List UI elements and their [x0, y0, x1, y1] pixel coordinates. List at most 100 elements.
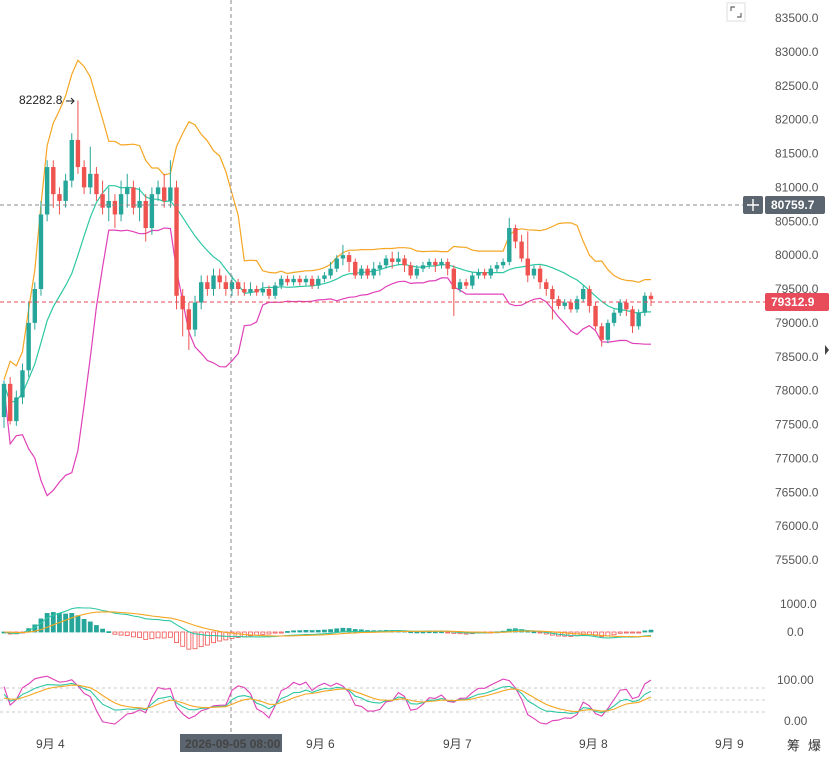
price-tick-label: 83500.0 — [775, 11, 819, 25]
fullscreen-icon[interactable] — [726, 2, 746, 22]
plus-icon[interactable] — [747, 199, 759, 211]
candle — [377, 261, 383, 276]
candle — [556, 295, 561, 310]
candle — [402, 255, 407, 273]
macd-bar — [617, 631, 623, 634]
candle — [192, 295, 198, 337]
macd-bar — [334, 628, 340, 633]
macd-bar — [174, 631, 179, 643]
candle — [433, 258, 438, 273]
candle — [390, 251, 395, 269]
candle — [88, 146, 93, 195]
candle — [118, 180, 124, 222]
macd-bar — [426, 631, 432, 634]
macd-bar — [211, 631, 216, 644]
macd-bar — [124, 631, 130, 636]
macd-bar — [266, 631, 272, 635]
macd-bar — [118, 631, 124, 636]
price-tick-label: 80500.0 — [775, 214, 819, 228]
candle — [14, 390, 19, 426]
candle — [75, 100, 81, 174]
macd-bar — [291, 630, 297, 633]
time-tick-label: 9月 9 — [715, 737, 744, 751]
candle — [568, 299, 574, 313]
candle — [38, 200, 44, 296]
candle — [531, 265, 537, 279]
macd-bar — [81, 619, 87, 633]
macd-bar — [568, 631, 574, 637]
candle — [463, 278, 469, 289]
candle — [414, 265, 420, 279]
candle — [20, 363, 25, 405]
macd-bar — [611, 631, 617, 636]
candle — [254, 285, 259, 296]
candle — [291, 275, 296, 286]
candle — [648, 292, 654, 306]
candle — [494, 261, 500, 273]
candle — [1, 380, 7, 428]
candle — [100, 180, 105, 215]
liquidation-label[interactable]: 爆 — [808, 739, 821, 754]
candle — [186, 302, 192, 350]
candle — [581, 285, 586, 303]
time-tick-label: 9月 6 — [306, 737, 335, 751]
candle — [112, 194, 118, 229]
candle — [26, 302, 31, 378]
last-price-badge: 79312.9 — [765, 293, 829, 311]
candle — [451, 265, 457, 317]
candle — [180, 289, 185, 337]
candle — [57, 187, 62, 215]
macd-bar — [346, 628, 352, 633]
macd-bar — [229, 631, 235, 639]
candle — [439, 258, 444, 269]
macd-bar — [297, 630, 303, 633]
candle — [500, 258, 506, 269]
macd-bar — [75, 615, 81, 633]
candle — [550, 285, 555, 320]
candle — [525, 231, 530, 283]
macd-bar — [87, 621, 93, 633]
collapse-handle-icon[interactable] — [825, 345, 829, 355]
candle — [513, 224, 518, 249]
macd-bar — [445, 631, 451, 634]
macd-bar — [94, 625, 99, 633]
macd-bar — [143, 631, 149, 640]
candle — [605, 319, 611, 344]
candle — [519, 234, 524, 262]
macd-bar — [180, 631, 186, 647]
candle — [242, 282, 247, 296]
macd-bar — [137, 631, 142, 638]
price-tick-label: 78500.0 — [775, 350, 819, 364]
candle — [383, 255, 389, 269]
time-tick-label: 9月 7 — [443, 737, 472, 751]
price-tick-label: 76000.0 — [775, 519, 819, 533]
candle — [426, 258, 432, 269]
price-tick-label: 80000.0 — [775, 248, 819, 262]
moving-average-line — [3, 185, 651, 404]
macd-bar — [38, 618, 44, 633]
macd-bar — [623, 631, 629, 634]
candle — [396, 251, 401, 266]
candle — [562, 299, 567, 310]
price-tick-label: 79500.0 — [775, 282, 819, 296]
macd-bar — [155, 631, 161, 639]
macd-bar — [235, 631, 241, 638]
candle — [309, 275, 315, 289]
chip-distribution-label[interactable]: 筹 — [787, 738, 800, 754]
macd-bar — [642, 630, 648, 633]
macd-bar — [420, 631, 426, 634]
price-tick-label: 78000.0 — [775, 384, 819, 398]
candle — [198, 275, 204, 310]
macd-bar — [149, 631, 155, 640]
candle — [371, 261, 376, 279]
candle — [248, 282, 253, 296]
price-tick-label: 77500.0 — [775, 418, 819, 432]
macd-dea-line — [3, 611, 652, 638]
crosshair-price-badge[interactable]: 80759.7 — [743, 196, 825, 214]
candle — [211, 268, 216, 296]
macd-bar — [285, 631, 290, 633]
high-price-annotation: 82282.8 — [19, 93, 63, 107]
candle — [223, 275, 229, 296]
macd-bar — [630, 631, 635, 634]
